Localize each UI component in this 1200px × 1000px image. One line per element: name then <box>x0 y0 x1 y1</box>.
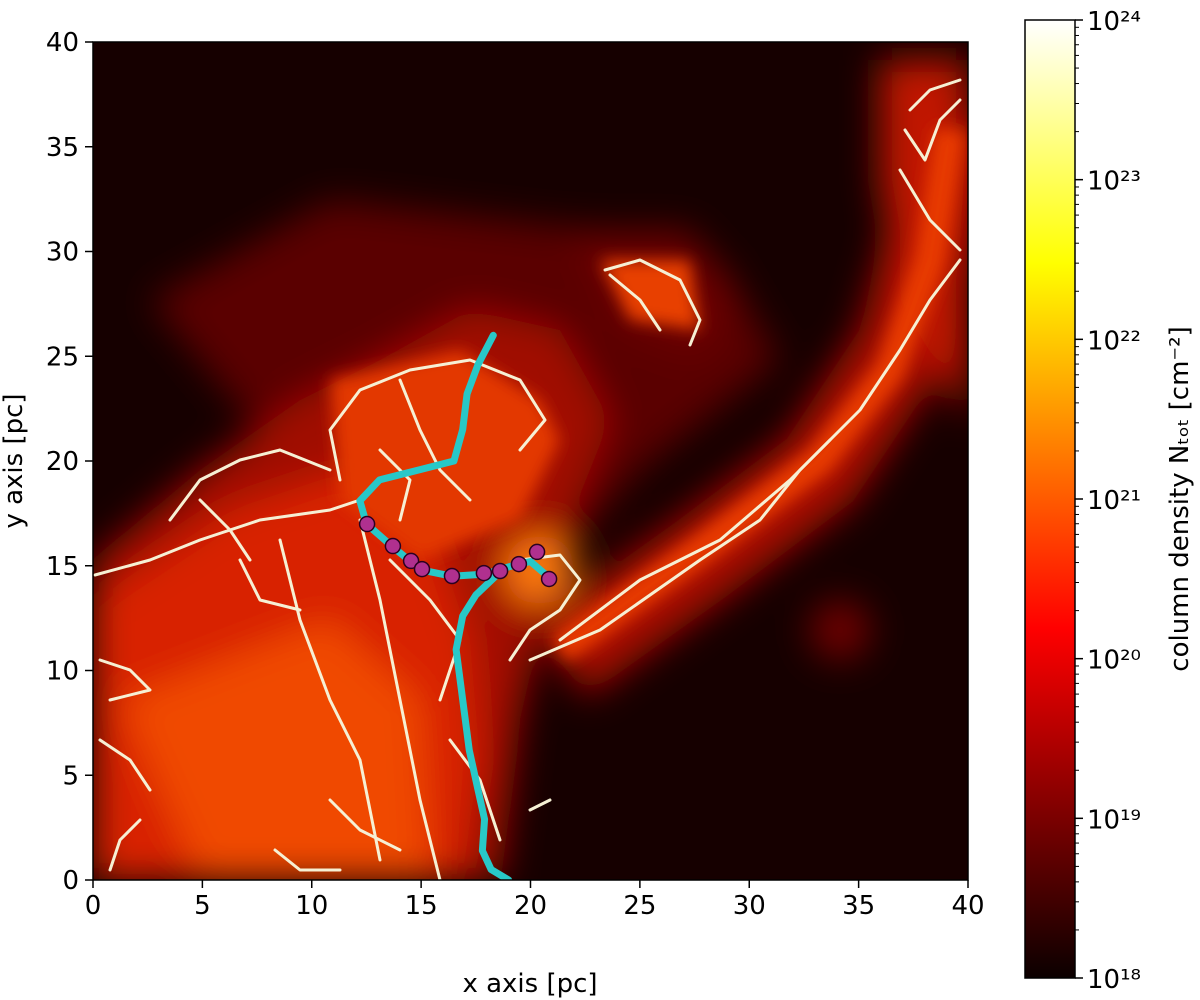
x-tick-label: 0 <box>85 891 102 921</box>
source-point <box>413 560 431 578</box>
y-tick-label: 15 <box>46 552 79 582</box>
y-tick-label: 35 <box>46 133 79 163</box>
x-tick-label: 35 <box>842 891 875 921</box>
colorbar-tick-label: 10¹⁹ <box>1087 805 1141 835</box>
x-axis-label: x axis [pc] <box>462 969 597 999</box>
heatmap-image <box>93 42 968 880</box>
x-tick-label: 30 <box>733 891 766 921</box>
source-point <box>402 552 420 570</box>
filament-line <box>452 568 513 880</box>
colorbar-label: column density Nₜₒₜ [cm⁻²] <box>1165 326 1195 671</box>
y-tick-label: 40 <box>46 28 79 58</box>
y-tick-label: 20 <box>46 447 79 477</box>
colorbar <box>1024 19 1076 979</box>
colorbar-tick-label: 10²⁰ <box>1087 646 1141 676</box>
colorbar-tick-label: 10²² <box>1087 326 1141 356</box>
filament-network <box>93 78 962 880</box>
y-tick-label: 0 <box>62 866 79 896</box>
y-axis-label: y axis [pc] <box>0 393 29 528</box>
colorbar-tick-label: 10²¹ <box>1087 486 1141 516</box>
x-tick-label: 10 <box>295 891 328 921</box>
x-tick-label: 25 <box>623 891 656 921</box>
source-point <box>540 570 558 588</box>
colorbar-tick-label: 10²³ <box>1087 167 1141 197</box>
x-tick-label: 40 <box>951 891 984 921</box>
x-tick-label: 15 <box>405 891 438 921</box>
source-point <box>510 555 528 573</box>
colorbar-tick-label: 10²⁴ <box>1087 7 1141 37</box>
y-tick-label: 5 <box>62 761 79 791</box>
y-tick-label: 25 <box>46 342 79 372</box>
overlay <box>356 331 558 880</box>
source-point <box>528 543 546 561</box>
source-point <box>491 562 509 580</box>
source-point <box>384 537 402 555</box>
source-point <box>475 564 493 582</box>
y-tick-label: 30 <box>46 238 79 268</box>
source-point <box>443 567 461 585</box>
source-point <box>358 515 376 533</box>
x-tick-label: 20 <box>514 891 547 921</box>
colorbar-tick-label: 10¹⁸ <box>1087 965 1141 995</box>
y-tick-label: 10 <box>46 657 79 687</box>
x-tick-label: 5 <box>194 891 211 921</box>
